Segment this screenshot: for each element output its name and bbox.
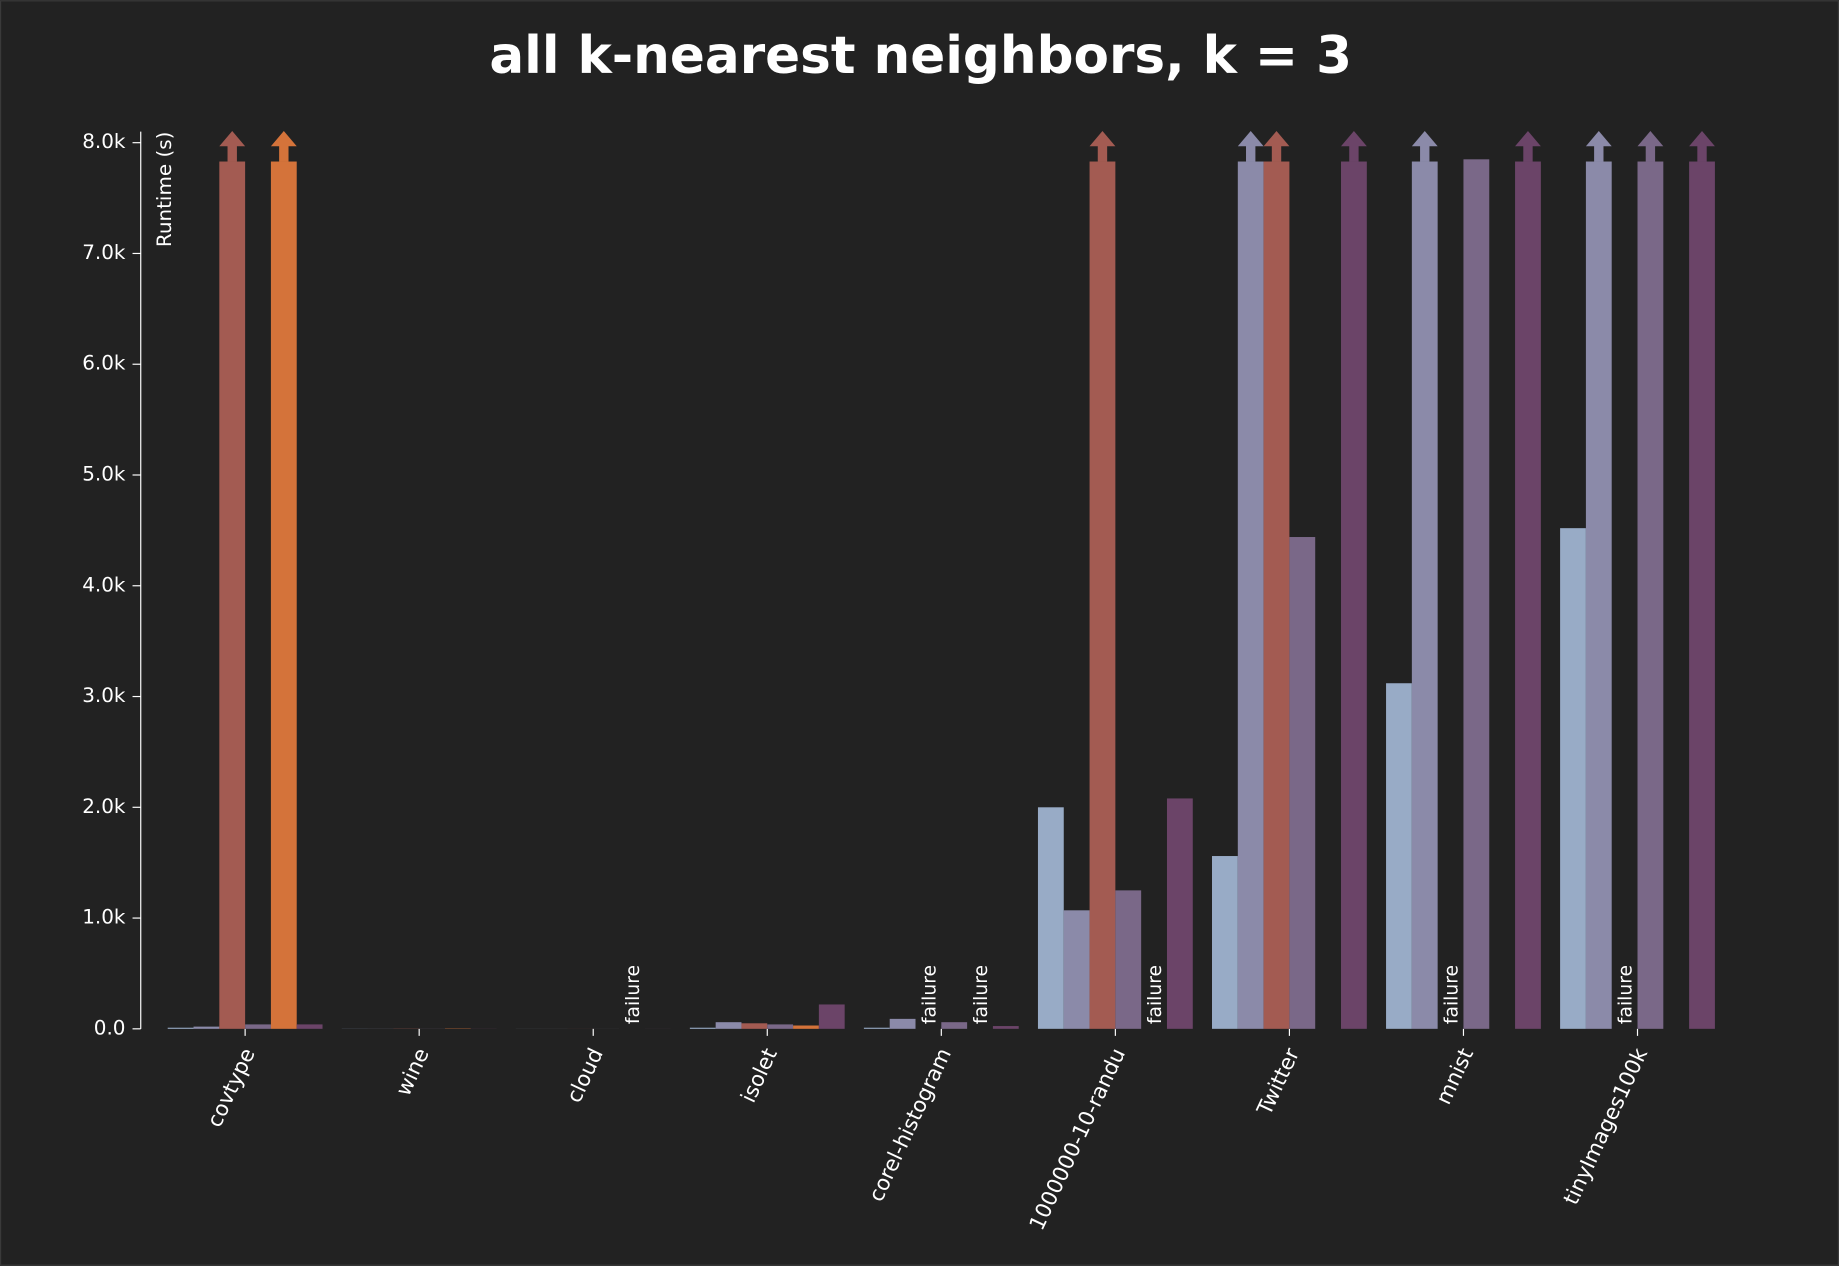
y-tick-label: 8.0k (82, 130, 126, 153)
bar (167, 1027, 194, 1029)
bar (1063, 910, 1090, 1029)
bar (270, 161, 297, 1029)
bar (1386, 683, 1412, 1029)
y-tick-label: 6.0k (82, 352, 126, 375)
bar (941, 1022, 968, 1029)
bar (1463, 159, 1490, 1029)
y-tick-label: 4.0k (82, 573, 126, 596)
bar (863, 1027, 890, 1029)
bar (889, 1018, 916, 1029)
failure-label: failure (1145, 965, 1166, 1024)
bar (1166, 798, 1193, 1029)
bar (1341, 161, 1367, 1029)
failure-label: failure (1442, 965, 1463, 1024)
failure-label: failure (919, 965, 940, 1024)
bar (245, 1024, 271, 1029)
bar (1263, 161, 1290, 1029)
failure-label: failure (1616, 965, 1637, 1024)
bar (1289, 537, 1316, 1029)
bar (818, 1004, 845, 1029)
bar (1089, 161, 1116, 1029)
bar (219, 161, 246, 1029)
chart-title: all k-nearest neighbors, k = 3 (489, 26, 1352, 86)
bar (1585, 161, 1612, 1029)
bar (1637, 161, 1664, 1029)
bar (992, 1026, 1019, 1029)
y-tick-label: 0.0 (94, 1016, 126, 1039)
bar (689, 1027, 716, 1029)
bar (1237, 161, 1264, 1029)
failure-label: failure (623, 965, 644, 1024)
bar (1560, 528, 1586, 1029)
bar (296, 1024, 323, 1029)
bar (1037, 807, 1064, 1029)
failure-label: failure (971, 965, 992, 1024)
bar (741, 1023, 768, 1029)
bar (1115, 890, 1142, 1029)
y-tick-label: 3.0k (82, 684, 126, 707)
y-axis-label: Runtime (s) (153, 132, 176, 247)
bar (715, 1022, 742, 1029)
bar (1212, 856, 1238, 1029)
bar (1411, 161, 1438, 1029)
bar (1515, 161, 1541, 1029)
bar (767, 1024, 794, 1029)
y-tick-label: 7.0k (82, 241, 126, 264)
y-tick-label: 2.0k (82, 795, 126, 818)
timeout-arrow (270, 131, 297, 162)
bar (1689, 161, 1715, 1029)
bar (793, 1025, 819, 1029)
bar (193, 1026, 220, 1029)
y-tick-label: 5.0k (82, 462, 126, 485)
y-tick-label: 1.0k (82, 906, 126, 929)
